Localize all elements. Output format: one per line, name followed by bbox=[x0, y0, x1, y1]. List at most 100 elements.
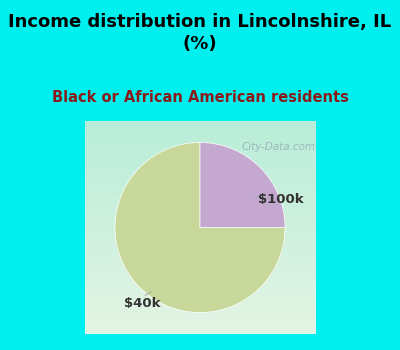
Bar bbox=[84, 149, 316, 151]
Bar bbox=[84, 214, 316, 215]
Bar bbox=[84, 135, 316, 137]
Bar bbox=[84, 166, 316, 167]
Bar bbox=[84, 178, 316, 180]
Bar bbox=[84, 291, 316, 293]
Bar bbox=[84, 173, 316, 174]
Bar bbox=[84, 206, 316, 208]
Bar bbox=[84, 275, 316, 277]
Bar bbox=[84, 169, 316, 171]
Bar bbox=[84, 272, 316, 274]
Bar bbox=[84, 234, 316, 236]
Bar bbox=[84, 208, 316, 210]
Bar bbox=[84, 296, 316, 298]
Bar bbox=[84, 279, 316, 281]
Bar bbox=[84, 189, 316, 190]
Bar bbox=[84, 231, 316, 233]
Bar bbox=[84, 256, 316, 258]
Bar bbox=[84, 318, 316, 320]
Bar bbox=[84, 123, 316, 125]
Bar bbox=[84, 302, 316, 304]
Bar bbox=[84, 121, 316, 123]
Text: $100k: $100k bbox=[258, 193, 304, 206]
Bar bbox=[84, 307, 316, 309]
Bar bbox=[84, 192, 316, 194]
Bar bbox=[84, 277, 316, 279]
Bar bbox=[84, 141, 316, 142]
Bar bbox=[84, 284, 316, 286]
Bar bbox=[84, 203, 316, 204]
Wedge shape bbox=[115, 142, 285, 313]
Bar bbox=[84, 142, 316, 144]
Bar bbox=[84, 219, 316, 220]
Bar bbox=[84, 155, 316, 157]
Bar bbox=[84, 238, 316, 240]
Bar bbox=[84, 289, 316, 291]
Bar bbox=[84, 330, 316, 332]
Bar bbox=[84, 199, 316, 201]
Bar bbox=[84, 288, 316, 289]
Bar bbox=[84, 194, 316, 196]
Bar bbox=[84, 295, 316, 296]
Text: $40k: $40k bbox=[124, 297, 161, 310]
Bar bbox=[84, 229, 316, 231]
Bar bbox=[84, 139, 316, 141]
Bar bbox=[84, 183, 316, 185]
Bar bbox=[84, 201, 316, 203]
Bar bbox=[84, 244, 316, 245]
Bar bbox=[84, 241, 316, 244]
Bar bbox=[84, 127, 316, 128]
Bar bbox=[84, 204, 316, 206]
Text: Black or African American residents: Black or African American residents bbox=[52, 90, 348, 105]
Bar bbox=[84, 174, 316, 176]
Bar bbox=[84, 263, 316, 265]
Bar bbox=[84, 281, 316, 282]
Bar bbox=[84, 130, 316, 132]
Bar bbox=[84, 151, 316, 153]
Bar bbox=[84, 266, 316, 268]
Bar bbox=[84, 332, 316, 334]
Bar bbox=[84, 323, 316, 325]
Bar bbox=[84, 185, 316, 187]
Bar bbox=[84, 160, 316, 162]
Bar bbox=[84, 247, 316, 249]
Bar bbox=[84, 274, 316, 275]
Bar bbox=[84, 240, 316, 242]
Bar bbox=[84, 153, 316, 155]
Bar bbox=[84, 215, 316, 217]
Bar bbox=[84, 265, 316, 266]
Bar bbox=[84, 164, 316, 166]
Bar bbox=[84, 125, 316, 127]
Bar bbox=[84, 159, 316, 160]
Bar bbox=[84, 298, 316, 300]
Bar bbox=[84, 282, 316, 284]
Bar bbox=[84, 196, 316, 197]
Bar bbox=[84, 236, 316, 238]
Bar bbox=[84, 181, 316, 183]
Bar bbox=[84, 137, 316, 139]
Text: Income distribution in Lincolnshire, IL
(%): Income distribution in Lincolnshire, IL … bbox=[8, 13, 392, 54]
Bar bbox=[84, 171, 316, 173]
Bar bbox=[84, 224, 316, 226]
Bar bbox=[84, 311, 316, 313]
Bar bbox=[84, 320, 316, 321]
Bar bbox=[84, 325, 316, 327]
Bar bbox=[84, 251, 316, 252]
Text: City-Data.com: City-Data.com bbox=[242, 142, 316, 152]
Bar bbox=[84, 228, 316, 229]
Bar bbox=[84, 220, 316, 222]
Bar bbox=[84, 134, 316, 135]
Bar bbox=[84, 222, 316, 224]
Wedge shape bbox=[200, 142, 285, 228]
Bar bbox=[84, 252, 316, 254]
Bar bbox=[84, 148, 316, 149]
Bar bbox=[84, 180, 316, 181]
Bar bbox=[84, 157, 316, 159]
Bar bbox=[84, 144, 316, 146]
Bar bbox=[84, 211, 316, 214]
Bar bbox=[84, 286, 316, 288]
Bar bbox=[84, 128, 316, 130]
Bar bbox=[84, 176, 316, 178]
Bar bbox=[84, 233, 316, 234]
Bar bbox=[84, 167, 316, 169]
Bar bbox=[84, 261, 316, 263]
